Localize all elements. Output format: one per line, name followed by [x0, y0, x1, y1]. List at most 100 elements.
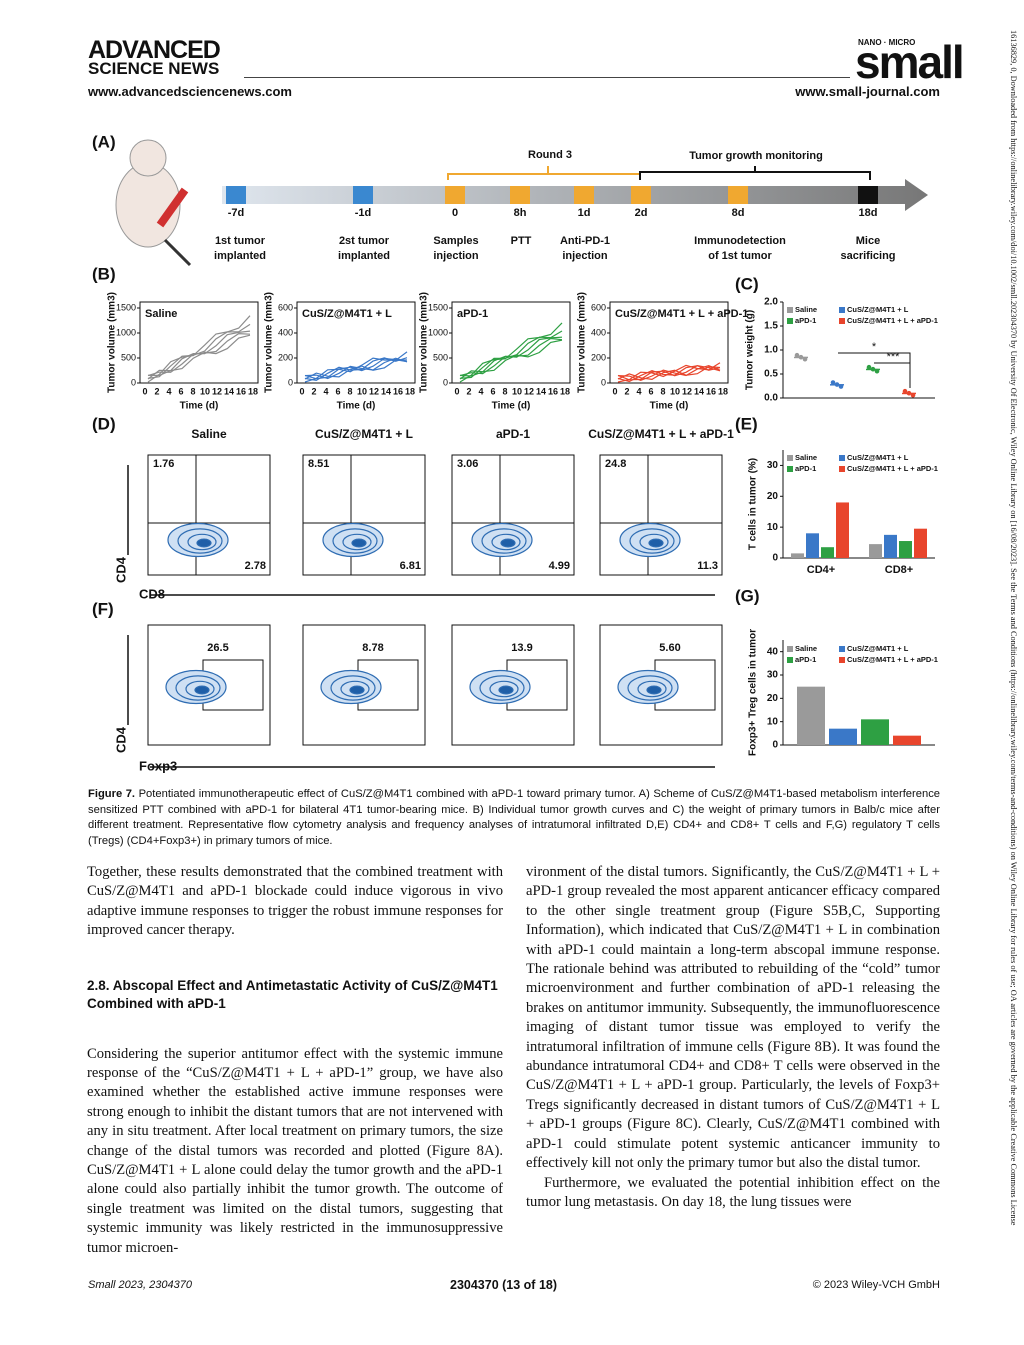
- y-tick-label: 40: [767, 646, 779, 657]
- plot-title: aPD-1: [457, 308, 488, 320]
- x-tick-label: 8: [660, 386, 665, 396]
- contour: [196, 538, 212, 548]
- day-label: 18d: [859, 207, 878, 219]
- growth-curve: [459, 339, 563, 380]
- flow-frame: [302, 454, 426, 576]
- right-column: vironment of the distal tumors. Signific…: [526, 863, 940, 1212]
- legend-label: CuS/Z@M4T1 + L: [847, 644, 909, 653]
- brand-sub: SCIENCE NEWS: [88, 59, 220, 78]
- y-tick-label: 1000: [428, 327, 448, 337]
- paragraph: Furthermore, we evaluated the potential …: [526, 1174, 940, 1210]
- growth-curve: [304, 351, 408, 383]
- x-tick-label: 12: [682, 386, 692, 396]
- y-axis-label: Tumor weight (g): [745, 310, 756, 390]
- x-tick-label: 2: [466, 386, 471, 396]
- flow-frame: [599, 624, 723, 746]
- figure: (A) (B) (C) (D) (E) (F) (G) Round 3 Tumor growth…: [92, 132, 938, 773]
- legend-label: CuS/Z@M4T1 + L: [847, 305, 909, 314]
- side-strip: 16136829, 0, Downloaded from https://onl…: [1009, 30, 1018, 1320]
- day-label: 1d: [578, 207, 591, 219]
- legend-swatch: [839, 455, 845, 461]
- x-tick-label: 12: [212, 386, 222, 396]
- growth-curve: [147, 315, 251, 383]
- y-tick-label: 20: [767, 491, 779, 502]
- quadrant-value: 24.8: [605, 458, 626, 470]
- group-title: aPD-1: [496, 427, 530, 441]
- legend-label: Saline: [795, 453, 817, 462]
- quadrant-value: 11.3: [697, 560, 718, 572]
- y-tick-label: 500: [433, 352, 448, 362]
- journal-logo: small: [855, 36, 965, 88]
- day-label: -1d: [355, 207, 372, 219]
- legend-swatch: [839, 466, 845, 472]
- timepoint: [631, 186, 651, 204]
- x-axis-label: Time (d): [492, 401, 531, 412]
- y-tick-label: 1.5: [764, 321, 778, 332]
- point: [870, 366, 876, 372]
- y-axis-label: Tumor volume (mm3): [107, 292, 118, 393]
- x-tick-label: 18: [560, 386, 570, 396]
- point: [834, 382, 840, 387]
- y-tick-label: 1.0: [764, 345, 778, 356]
- timepoint: [574, 186, 594, 204]
- x-tick-label: 16: [236, 386, 246, 396]
- point: [874, 368, 880, 374]
- bar: [836, 502, 849, 558]
- gate-value: 13.9: [511, 642, 532, 654]
- x-tick-label: 16: [548, 386, 558, 396]
- event-label: of 1st tumor: [708, 250, 772, 262]
- x-tick-label: 10: [357, 386, 367, 396]
- event-label: Immunodetection: [694, 235, 786, 247]
- growth-curve: [147, 334, 251, 380]
- legend-label: CuS/Z@M4T1 + L + aPD-1: [847, 464, 938, 473]
- legend-swatch: [787, 455, 793, 461]
- contour: [648, 538, 664, 548]
- footer-center: 2304370 (13 of 18): [450, 1278, 558, 1292]
- y-tick-label: 0: [131, 377, 136, 387]
- y-tick-label: 1500: [428, 302, 448, 312]
- x-tick-label: 8: [502, 386, 507, 396]
- event-label: Mice: [856, 235, 880, 247]
- left-column: Together, these results demonstrated tha…: [87, 863, 503, 1258]
- timepoint: [445, 186, 465, 204]
- x-tick-label: 10: [200, 386, 210, 396]
- axis-name: CD4: [113, 726, 128, 753]
- x-tick-label: 8: [347, 386, 352, 396]
- y-tick-label: 1500: [116, 302, 136, 312]
- x-tick-label: 0: [299, 386, 304, 396]
- group-title: Saline: [191, 427, 227, 441]
- axis-name: CD8: [139, 586, 165, 601]
- flow-frame: [147, 624, 271, 746]
- panel-label: (D): [92, 414, 116, 433]
- y-tick-label: 20: [767, 693, 779, 704]
- legend-swatch: [787, 307, 793, 313]
- event-label: Samples: [433, 235, 478, 247]
- flow-frame: [302, 624, 426, 746]
- contour: [194, 685, 210, 695]
- x-tick-label: 12: [524, 386, 534, 396]
- paragraph: vironment of the distal tumors. Signific…: [526, 864, 940, 1172]
- paragraph: Together, these results demonstrated tha…: [87, 864, 503, 939]
- x-axis-label: Time (d): [337, 401, 376, 412]
- monitor-bracket: [639, 166, 871, 180]
- panel-label: (G): [735, 586, 760, 605]
- day-label: -7d: [228, 207, 245, 219]
- header-rule: [244, 77, 850, 78]
- sig-label: ***: [887, 351, 901, 363]
- side-note: 16136829, 0, Downloaded from https://onl…: [1009, 30, 1018, 1226]
- x-axis-label: Time (d): [650, 401, 689, 412]
- quadrant-value: 4.99: [549, 560, 570, 572]
- event-label: PTT: [511, 235, 532, 247]
- day-label: 8d: [732, 207, 745, 219]
- growth-curve: [617, 365, 721, 383]
- paragraph: Considering the superior antitumor effec…: [87, 1045, 503, 1256]
- growth-curve: [459, 322, 563, 383]
- point: [838, 384, 844, 389]
- point: [794, 352, 800, 358]
- x-tick-label: 18: [248, 386, 258, 396]
- x-tick-label: 10: [670, 386, 680, 396]
- event-label: sacrificing: [840, 250, 895, 262]
- x-tick-label: 18: [405, 386, 415, 396]
- bar: [869, 544, 882, 558]
- legend-swatch: [787, 466, 793, 472]
